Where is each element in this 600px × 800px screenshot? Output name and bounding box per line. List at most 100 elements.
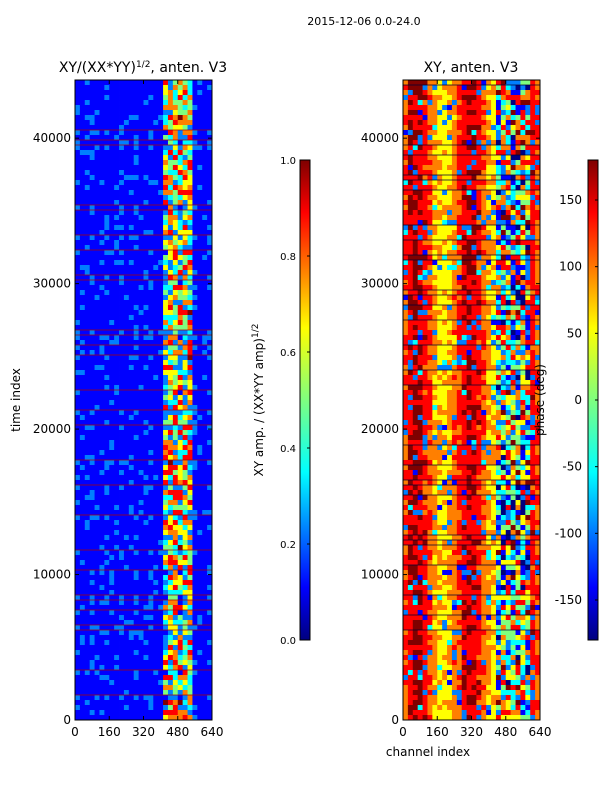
heat-cell — [133, 555, 139, 561]
heat-cell — [432, 150, 438, 156]
heat-cell — [104, 560, 110, 566]
heat-cell — [84, 380, 91, 386]
heat-cell — [148, 230, 154, 236]
heat-cell — [407, 225, 414, 231]
heat-cell — [197, 190, 203, 196]
heat-cell — [148, 85, 154, 91]
heat-cell — [153, 700, 159, 706]
heat-cell — [138, 710, 144, 716]
heat-cell — [99, 565, 105, 571]
heat-cell — [500, 245, 507, 251]
heat-cell — [153, 390, 159, 396]
heat-cell — [153, 365, 159, 371]
heat-cell — [99, 365, 105, 371]
heat-cell — [432, 100, 438, 106]
heat-cell — [143, 520, 149, 526]
heat-cell — [442, 310, 448, 316]
heat-cell — [167, 625, 174, 631]
heat-cell — [500, 140, 507, 146]
heat-cell — [143, 205, 149, 211]
heat-cell — [99, 490, 105, 496]
heat-cell — [471, 140, 477, 146]
heat-cell — [447, 245, 453, 251]
heat-cell — [530, 140, 536, 146]
heat-cell — [143, 465, 149, 471]
heat-cell — [89, 530, 95, 536]
heat-cell — [172, 170, 179, 176]
heat-cell — [123, 560, 130, 566]
heat-cell — [505, 280, 512, 286]
heat-cell — [202, 325, 208, 331]
heat-cell — [182, 215, 188, 221]
heat-cell — [202, 95, 208, 101]
heat-cell — [89, 125, 95, 131]
heat-cell — [192, 220, 198, 226]
heat-cell — [197, 575, 203, 581]
heat-cell — [94, 690, 100, 696]
heat-cell — [163, 205, 169, 211]
heat-cell — [535, 280, 541, 286]
heat-cell — [158, 345, 164, 351]
heat-cell — [471, 110, 477, 116]
heat-cell — [417, 185, 423, 191]
heat-cell — [89, 605, 95, 611]
heat-cell — [123, 500, 130, 506]
heat-cell — [427, 175, 433, 181]
heat-cell — [486, 100, 492, 106]
heat-cell — [202, 655, 208, 661]
heat-cell — [486, 280, 492, 286]
heat-cell — [89, 120, 95, 126]
heat-cell — [138, 85, 144, 91]
heat-cell — [182, 645, 188, 651]
heat-cell — [119, 265, 125, 271]
heat-cell — [143, 150, 149, 156]
heat-cell — [114, 575, 120, 581]
heat-cell — [153, 360, 159, 366]
heat-cell — [500, 100, 507, 106]
heat-cell — [143, 305, 149, 311]
heat-cell — [89, 185, 95, 191]
heat-cell — [84, 430, 91, 436]
heat-cell — [148, 415, 154, 421]
heat-cell — [104, 605, 110, 611]
heat-cell — [535, 200, 541, 206]
heat-cell — [437, 280, 443, 286]
heat-cell — [515, 135, 521, 141]
heat-cell — [207, 490, 213, 496]
heat-cell — [535, 130, 541, 136]
heat-cell — [128, 570, 135, 576]
heat-cell — [412, 290, 419, 296]
heat-cell — [79, 165, 86, 171]
heat-cell — [128, 275, 135, 281]
heat-cell — [148, 115, 154, 121]
heat-cell — [84, 110, 91, 116]
heat-cell — [75, 445, 81, 451]
heat-cell — [535, 205, 541, 211]
heat-cell — [75, 565, 81, 571]
heat-cell — [187, 625, 193, 631]
heat-cell — [167, 300, 174, 306]
heat-cell — [104, 335, 110, 341]
heat-cell — [84, 520, 91, 526]
heat-cell — [119, 575, 125, 581]
heat-cell — [114, 265, 120, 271]
heat-cell — [138, 280, 144, 286]
heat-cell — [89, 385, 95, 391]
heat-cell — [525, 300, 531, 306]
heat-cell — [187, 305, 193, 311]
heat-cell — [187, 535, 193, 541]
heat-cell — [442, 270, 448, 276]
heat-cell — [197, 230, 203, 236]
heat-cell — [153, 215, 159, 221]
heat-cell — [172, 200, 179, 206]
heat-cell — [422, 95, 428, 101]
heat-cell — [114, 315, 120, 321]
heat-cell — [207, 90, 213, 96]
heat-cell — [148, 220, 154, 226]
heat-cell — [84, 560, 91, 566]
heat-cell — [202, 595, 208, 601]
heat-cell — [79, 275, 86, 281]
heat-cell — [167, 485, 174, 491]
heat-cell — [128, 655, 135, 661]
heat-cell — [138, 525, 144, 531]
